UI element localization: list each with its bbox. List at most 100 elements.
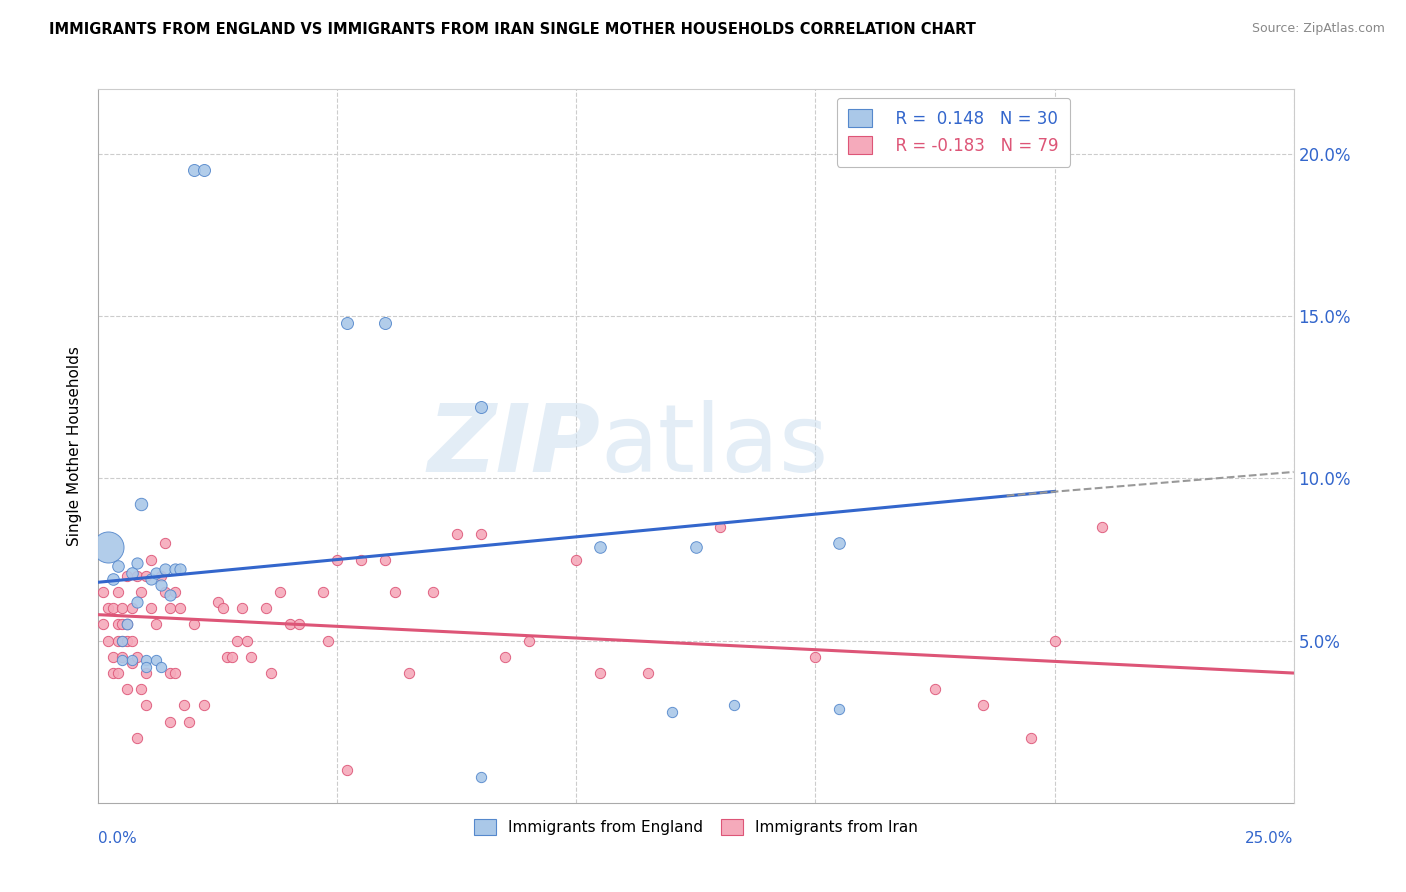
Point [149, 568, 172, 582]
Point [169, 601, 191, 615]
Point [173, 698, 195, 713]
Text: 25.0%: 25.0% [1246, 831, 1294, 847]
Point [828, 702, 851, 716]
Point [231, 601, 253, 615]
Point [159, 601, 181, 615]
Point [163, 562, 186, 576]
Point [193, 163, 215, 178]
Point [316, 633, 339, 648]
Point [101, 649, 124, 664]
Point [97, 601, 120, 615]
Point [135, 698, 157, 713]
Point [828, 536, 851, 550]
Point [131, 682, 153, 697]
Point [125, 556, 148, 570]
Point [107, 617, 129, 632]
Point [115, 682, 138, 697]
Point [111, 633, 134, 648]
Point [155, 562, 177, 576]
Point [183, 163, 205, 178]
Point [159, 588, 181, 602]
Point [101, 601, 124, 615]
Point [211, 601, 233, 615]
Point [101, 572, 124, 586]
Point [125, 649, 148, 664]
Point [217, 649, 239, 664]
Point [121, 566, 143, 580]
Point [163, 585, 186, 599]
Point [685, 540, 707, 554]
Text: atlas: atlas [600, 400, 828, 492]
Point [446, 526, 468, 541]
Point [159, 714, 181, 729]
Point [131, 585, 153, 599]
Point [155, 585, 177, 599]
Point [470, 526, 492, 541]
Point [115, 617, 138, 632]
Point [107, 559, 129, 574]
Point [131, 497, 153, 511]
Point [91, 617, 114, 632]
Point [111, 617, 134, 632]
Point [259, 666, 281, 681]
Point [278, 617, 301, 632]
Point [240, 649, 263, 664]
Point [169, 562, 191, 576]
Point [149, 659, 172, 673]
Point [145, 617, 167, 632]
Point [517, 633, 540, 648]
Point [145, 566, 167, 580]
Point [135, 666, 157, 681]
Point [179, 714, 201, 729]
Point [115, 617, 138, 632]
Point [374, 552, 396, 566]
Point [135, 653, 157, 667]
Point [115, 568, 138, 582]
Point [398, 666, 420, 681]
Point [661, 705, 683, 719]
Point [97, 633, 120, 648]
Point [589, 666, 612, 681]
Point [107, 585, 129, 599]
Point [125, 568, 148, 582]
Point [336, 316, 359, 330]
Point [723, 698, 745, 713]
Text: Source: ZipAtlas.com: Source: ZipAtlas.com [1251, 22, 1385, 36]
Point [336, 764, 359, 778]
Point [269, 585, 291, 599]
Point [121, 657, 143, 671]
Point [350, 552, 373, 566]
Point [107, 633, 129, 648]
Point [235, 633, 257, 648]
Text: IMMIGRANTS FROM ENGLAND VS IMMIGRANTS FROM IRAN SINGLE MOTHER HOUSEHOLDS CORRELA: IMMIGRANTS FROM ENGLAND VS IMMIGRANTS FR… [49, 22, 976, 37]
Point [226, 633, 249, 648]
Point [139, 601, 162, 615]
Y-axis label: Single Mother Households: Single Mother Households [67, 346, 83, 546]
Point [1019, 731, 1042, 745]
Point [111, 633, 134, 648]
Point [374, 316, 396, 330]
Point [326, 552, 349, 566]
Point [107, 666, 129, 681]
Point [125, 595, 148, 609]
Text: ZIP: ZIP [427, 400, 600, 492]
Point [709, 520, 731, 534]
Point [111, 649, 134, 664]
Point [115, 633, 138, 648]
Point [1091, 520, 1114, 534]
Text: 0.0%: 0.0% [98, 831, 138, 847]
Point [125, 731, 148, 745]
Point [163, 666, 186, 681]
Point [972, 698, 994, 713]
Point [565, 552, 588, 566]
Point [145, 653, 167, 667]
Point [139, 552, 162, 566]
Point [139, 572, 162, 586]
Point [589, 540, 612, 554]
Point [312, 585, 335, 599]
Point [135, 568, 157, 582]
Point [111, 601, 134, 615]
Point [288, 617, 311, 632]
Point [121, 653, 143, 667]
Point [121, 633, 143, 648]
